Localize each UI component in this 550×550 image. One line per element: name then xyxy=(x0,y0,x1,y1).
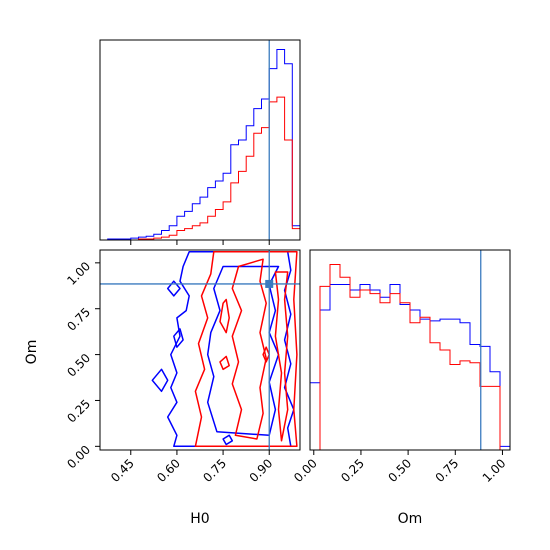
contour-h0-om-panel: 0.45 0.60 0.75 0.90 0.00 0.25 0.50 0.75 1.00 xyxy=(64,249,301,485)
histogram-h0-panel xyxy=(99,39,301,245)
histogram-h0-blue-series xyxy=(100,49,301,241)
contour-blue-2 xyxy=(151,368,169,393)
contour-x-tick-label: 0.90 xyxy=(247,456,276,485)
contour-y-tick-label: 0.50 xyxy=(64,351,93,380)
contour-blue-5 xyxy=(222,434,234,446)
histogram-h0-red-series xyxy=(100,96,301,241)
contour-blue-0 xyxy=(166,251,295,448)
contour-red-4 xyxy=(219,355,230,371)
contour-y-tick-label: 0.25 xyxy=(64,397,93,426)
histogram-om-red-series xyxy=(310,264,510,451)
contour-blue-3 xyxy=(173,328,184,348)
y-axis-label-om: Om xyxy=(24,340,40,365)
histogram-om-x-tick-label: 1.00 xyxy=(480,456,509,485)
contour-x-tick-label: 0.60 xyxy=(154,456,183,485)
histogram-om-panel: 0.00 0.25 0.50 0.75 1.00 xyxy=(291,249,511,485)
contour-y-tick-label: 1.00 xyxy=(64,259,93,288)
histogram-om-x-tick-label: 0.25 xyxy=(338,456,367,485)
contour-red-0 xyxy=(194,251,298,448)
histogram-om-frame xyxy=(309,249,511,451)
contour-x-tick-label: 0.45 xyxy=(108,456,137,485)
contour-red-2 xyxy=(219,298,230,334)
histogram-om-x-tick-label: 0.00 xyxy=(291,456,320,485)
contour-x-tick-label: 0.75 xyxy=(200,456,229,485)
contour-lines xyxy=(151,251,298,448)
histogram-om-x-tick-label: 0.75 xyxy=(433,456,462,485)
contour-y-tick-label: 0.00 xyxy=(64,443,93,472)
x-axis-label-h0: H0 xyxy=(190,511,209,527)
x-axis-label-om: Om xyxy=(398,511,423,527)
histogram-h0-frame xyxy=(99,39,301,241)
contour-y-tick-label: 0.75 xyxy=(64,305,93,334)
contour-frame xyxy=(99,249,301,451)
histogram-om-x-tick-label: 0.50 xyxy=(385,456,414,485)
truth-marker xyxy=(265,279,274,288)
contour-red-3 xyxy=(274,271,289,442)
contour-red-1 xyxy=(231,258,267,440)
